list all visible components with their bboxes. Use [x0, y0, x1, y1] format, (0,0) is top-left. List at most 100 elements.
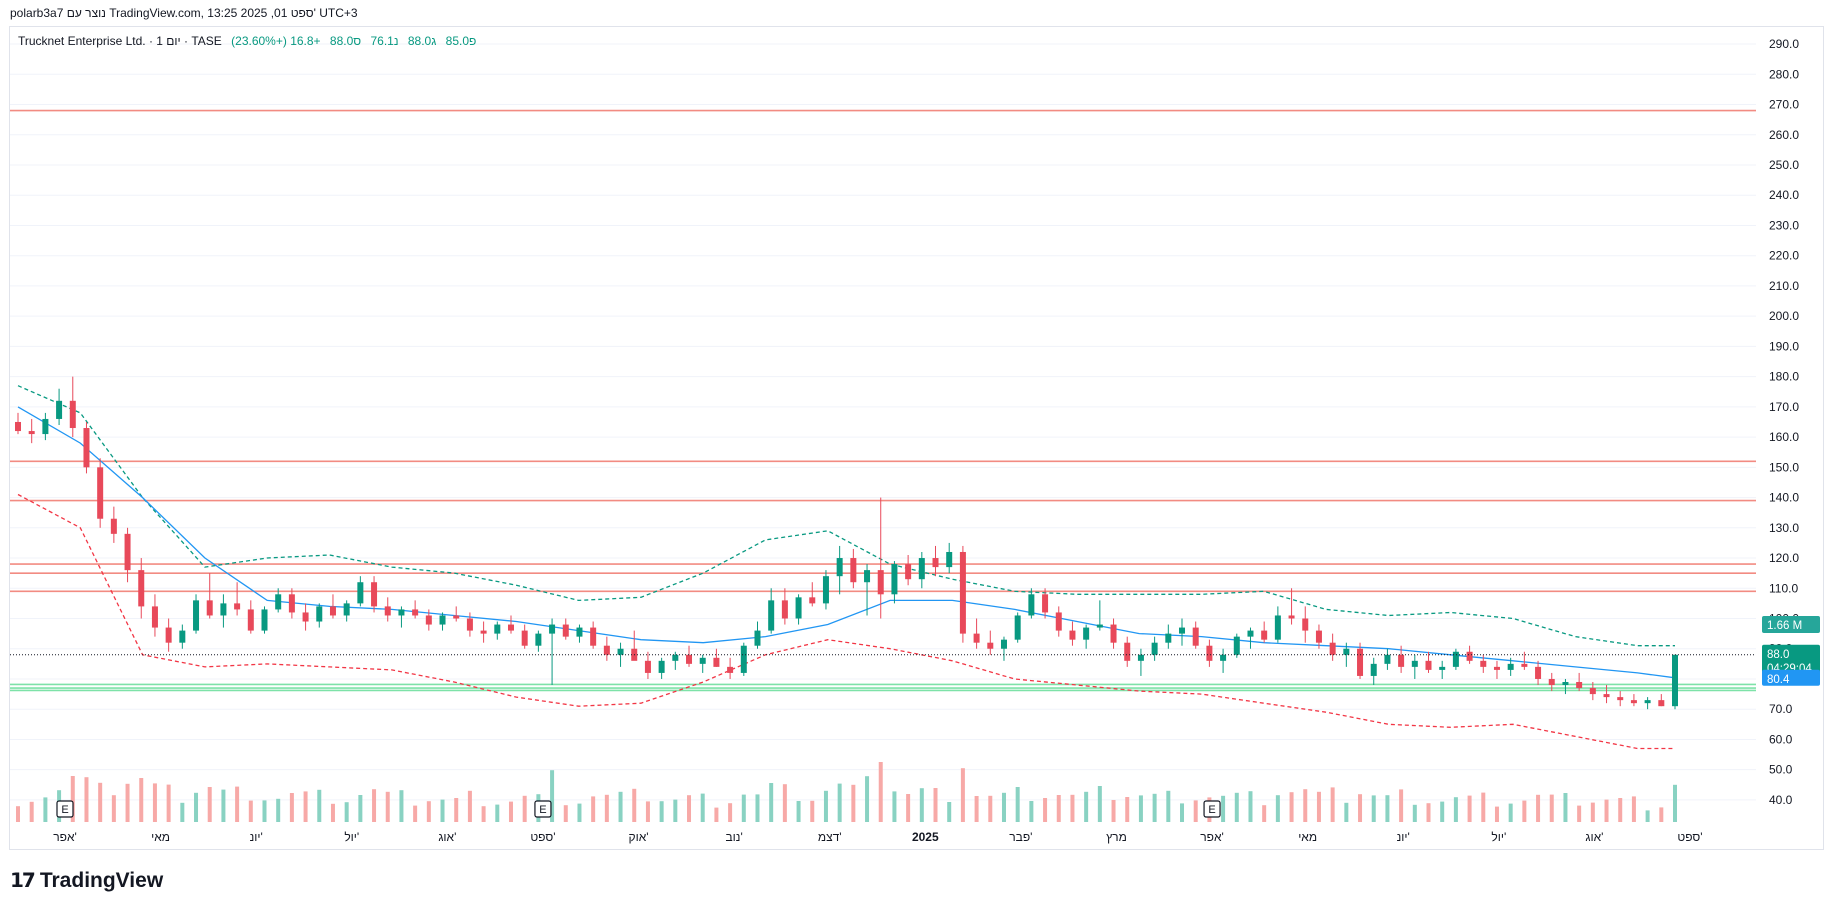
candle-body	[56, 400, 63, 419]
volume-bar	[29, 801, 34, 822]
volume-bar	[1385, 795, 1390, 822]
x-month-label: נוב'	[725, 830, 742, 844]
chart-header-line: polarb3a7 נוצר עם TradingView.com, 13:25…	[10, 6, 358, 20]
candle-body	[1110, 624, 1117, 643]
volume-bar	[1645, 810, 1650, 822]
volume-bar	[1029, 801, 1034, 822]
candle-body	[973, 633, 980, 643]
volume-bar	[796, 801, 801, 822]
earnings-marker-label: E	[61, 804, 68, 816]
candle-body	[15, 421, 21, 432]
volume-bar	[426, 801, 431, 822]
candle-body	[1288, 615, 1295, 619]
candle-body	[932, 558, 939, 568]
y-tick-label: 150.0	[1769, 460, 1799, 474]
candle-body	[795, 597, 802, 619]
x-month-label: אוג'	[1585, 830, 1603, 844]
candle-body	[1370, 663, 1377, 676]
candle-body	[151, 606, 158, 628]
candle-body	[1357, 648, 1364, 676]
brand-footer[interactable]: 𝟭𝟳 TradingView	[10, 868, 163, 893]
candle-body	[1247, 630, 1254, 637]
volume-bar	[1262, 805, 1267, 822]
ma-value-badge	[1762, 669, 1820, 686]
volume-bar	[1056, 795, 1061, 822]
candle-body	[439, 615, 446, 625]
candle-body	[987, 642, 994, 649]
volume-bar	[1467, 795, 1472, 822]
chart-frame	[9, 26, 1824, 850]
volume-bar	[1522, 800, 1527, 822]
candle-body	[110, 518, 117, 534]
volume-bar	[508, 801, 513, 822]
candle-body	[603, 645, 610, 655]
volume-bar	[1618, 798, 1623, 822]
volume-bar	[1549, 794, 1554, 822]
volume-bar	[399, 790, 404, 822]
x-month-label: מרץ	[1106, 830, 1127, 844]
candle-body	[809, 597, 816, 604]
x-month-label: יונ'	[1397, 830, 1410, 844]
volume-bar	[1111, 800, 1116, 822]
candle-body	[1220, 654, 1227, 661]
candle-body	[877, 570, 884, 595]
candle-body	[1261, 630, 1268, 640]
volume-bar	[714, 807, 719, 822]
candle-body	[1151, 642, 1158, 655]
volume-bar	[1193, 800, 1198, 822]
candle-body	[946, 551, 953, 568]
volume-bar	[550, 770, 555, 822]
volume-bar	[385, 791, 390, 822]
candle-body	[1493, 666, 1500, 670]
volume-bar	[1453, 797, 1458, 822]
candle-body	[535, 633, 542, 646]
volume-bar	[851, 784, 856, 822]
volume-bar	[632, 788, 637, 822]
candle-body	[1630, 700, 1637, 704]
candle-body	[1658, 700, 1665, 707]
candle-body	[234, 603, 241, 610]
volume-bar	[70, 776, 75, 822]
volume-bar	[1152, 793, 1157, 822]
y-tick-label: 220.0	[1769, 249, 1799, 263]
candle-body	[1576, 681, 1583, 689]
candle-body	[836, 558, 843, 577]
candle-body	[42, 418, 49, 435]
candle-body	[28, 431, 35, 435]
volume-bar	[344, 802, 349, 822]
volume-bar	[139, 778, 144, 822]
candle-body	[1165, 633, 1172, 643]
candle-body	[357, 582, 364, 604]
candle-body	[1179, 627, 1186, 634]
candle-body	[275, 594, 282, 610]
candle-body	[959, 551, 966, 634]
candle-body	[466, 618, 473, 631]
candle-body	[1521, 663, 1528, 667]
candle-body	[727, 666, 734, 673]
candle-body	[672, 654, 679, 661]
y-tick-label: 280.0	[1769, 67, 1799, 81]
volume-bar	[1070, 794, 1075, 822]
volume-bar	[1316, 791, 1321, 822]
volume-bar	[1097, 786, 1102, 822]
x-month-label: אוק'	[629, 830, 649, 844]
y-tick-label: 120.0	[1769, 551, 1799, 565]
legend-low: נ76.1	[370, 34, 399, 48]
y-tick-label: 130.0	[1769, 521, 1799, 535]
candle-body	[302, 612, 309, 622]
y-tick-label: 50.0	[1769, 763, 1793, 777]
y-tick-label: 200.0	[1769, 309, 1799, 323]
volume-bar	[1125, 797, 1130, 822]
volume-bar	[728, 803, 733, 822]
volume-bar	[194, 792, 199, 822]
volume-bar	[604, 794, 609, 822]
volume-bar	[988, 795, 993, 822]
volume-bar	[1001, 792, 1006, 822]
candle-body	[644, 660, 651, 673]
lower-band-line	[17, 493, 1675, 750]
candle-body	[480, 630, 487, 634]
candle-body	[1274, 615, 1281, 640]
legend-symbol[interactable]: Trucknet Enterprise Ltd. · 1 יום · TASE	[18, 34, 222, 48]
moving-average-line	[17, 406, 1676, 679]
